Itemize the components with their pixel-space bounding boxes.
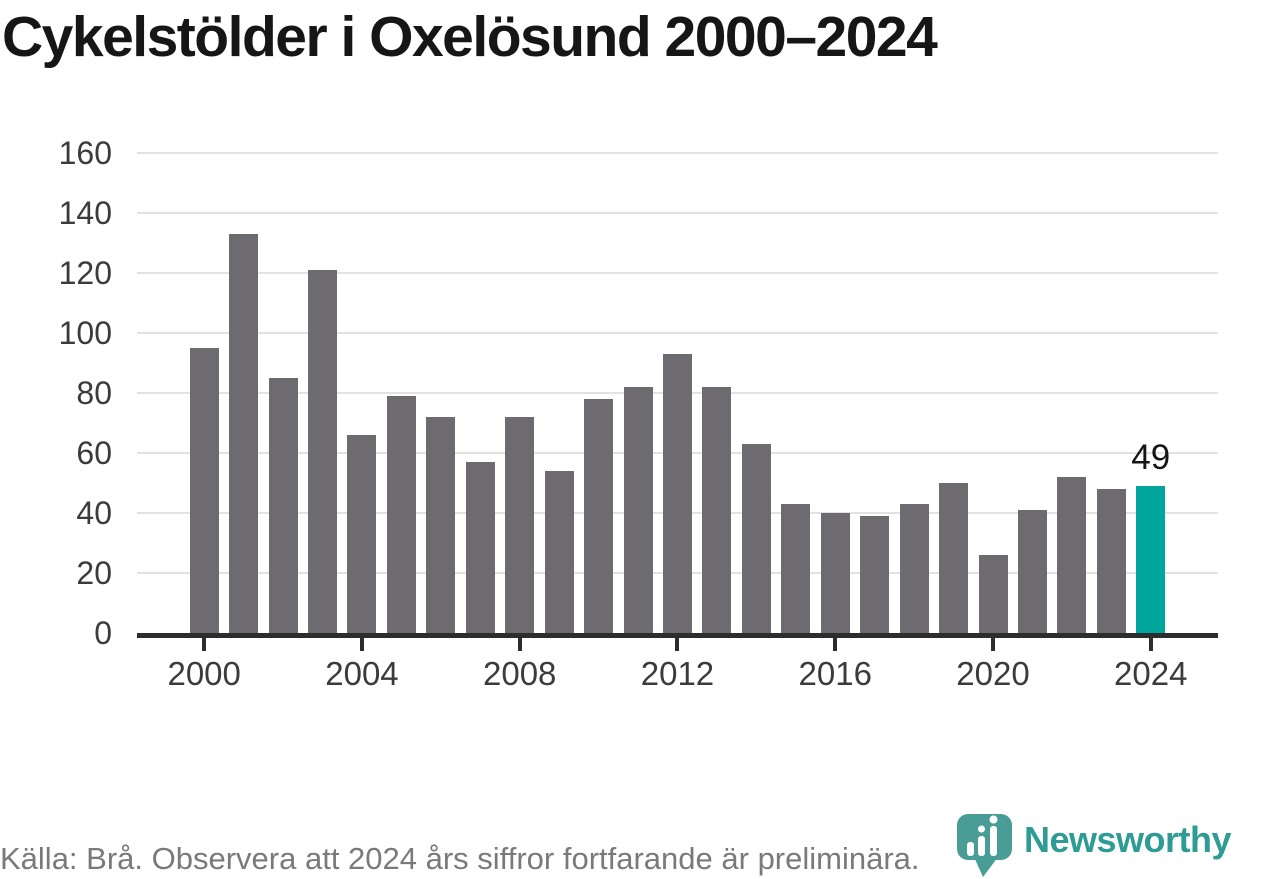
bar-2018 (899, 504, 929, 633)
bar-2004 (347, 435, 377, 633)
newsworthy-logo-icon (955, 812, 1017, 879)
bar-2021 (1017, 510, 1047, 633)
bar-2020 (978, 555, 1008, 633)
bar-2016 (820, 513, 850, 633)
gridline-y-100 (137, 332, 1218, 334)
gridline-y-140 (137, 212, 1218, 214)
bar-2013 (702, 387, 732, 633)
bar-2015 (781, 504, 811, 633)
gridline-y-120 (137, 272, 1218, 274)
y-axis-label-80: 80 (76, 375, 112, 411)
highlight-value-label: 49 (1131, 438, 1171, 477)
bar-2014 (741, 444, 771, 633)
bar-2011 (623, 387, 653, 633)
x-tick-2008 (517, 638, 522, 651)
x-axis-label-2004: 2004 (325, 655, 399, 692)
bar-2003 (308, 270, 338, 633)
x-axis-label-2020: 2020 (956, 655, 1030, 692)
x-axis-label-2016: 2016 (798, 655, 872, 692)
x-axis-label-2008: 2008 (483, 655, 557, 692)
bar-2002 (268, 378, 298, 633)
y-axis-label-60: 60 (76, 435, 112, 471)
x-tick-2024 (1148, 638, 1153, 651)
y-axis-label-140: 140 (58, 195, 112, 231)
x-axis-line (137, 633, 1218, 638)
y-axis-label-20: 20 (76, 555, 112, 591)
bar-2017 (860, 516, 890, 633)
x-axis-label-2000: 2000 (167, 655, 241, 692)
bar-2024 (1136, 486, 1166, 633)
bar-2009 (544, 471, 574, 633)
chart-title: Cykelstölder i Oxelösund 2000–2024 (2, 5, 938, 69)
bar-2006 (426, 417, 456, 633)
x-axis-label-2012: 2012 (640, 655, 715, 692)
bar-2001 (229, 234, 259, 633)
bar-2005 (386, 396, 416, 633)
bar-2023 (1096, 489, 1126, 633)
bar-2022 (1057, 477, 1087, 633)
bar-2007 (465, 462, 495, 633)
y-axis-label-160: 160 (58, 135, 112, 171)
x-tick-2012 (675, 638, 680, 651)
source-note: Källa: Brå. Observera att 2024 års siffr… (0, 841, 920, 876)
y-axis-label-40: 40 (76, 495, 112, 531)
y-axis-label-100: 100 (58, 315, 112, 351)
bar-2000 (189, 348, 219, 633)
newsworthy-wordmark: Newsworthy (1024, 819, 1232, 860)
bar-2008 (505, 417, 535, 633)
bar-2012 (662, 354, 692, 633)
x-tick-2016 (833, 638, 838, 651)
bar-2010 (584, 399, 614, 633)
x-tick-2004 (359, 638, 364, 651)
y-axis-label-120: 120 (58, 255, 112, 291)
y-axis-label-0: 0 (94, 615, 112, 651)
bar-2019 (939, 483, 969, 633)
gridline-y-160 (137, 152, 1218, 154)
x-tick-2000 (202, 638, 207, 651)
x-tick-2020 (991, 638, 995, 651)
x-axis-label-2024: 2024 (1114, 655, 1188, 692)
